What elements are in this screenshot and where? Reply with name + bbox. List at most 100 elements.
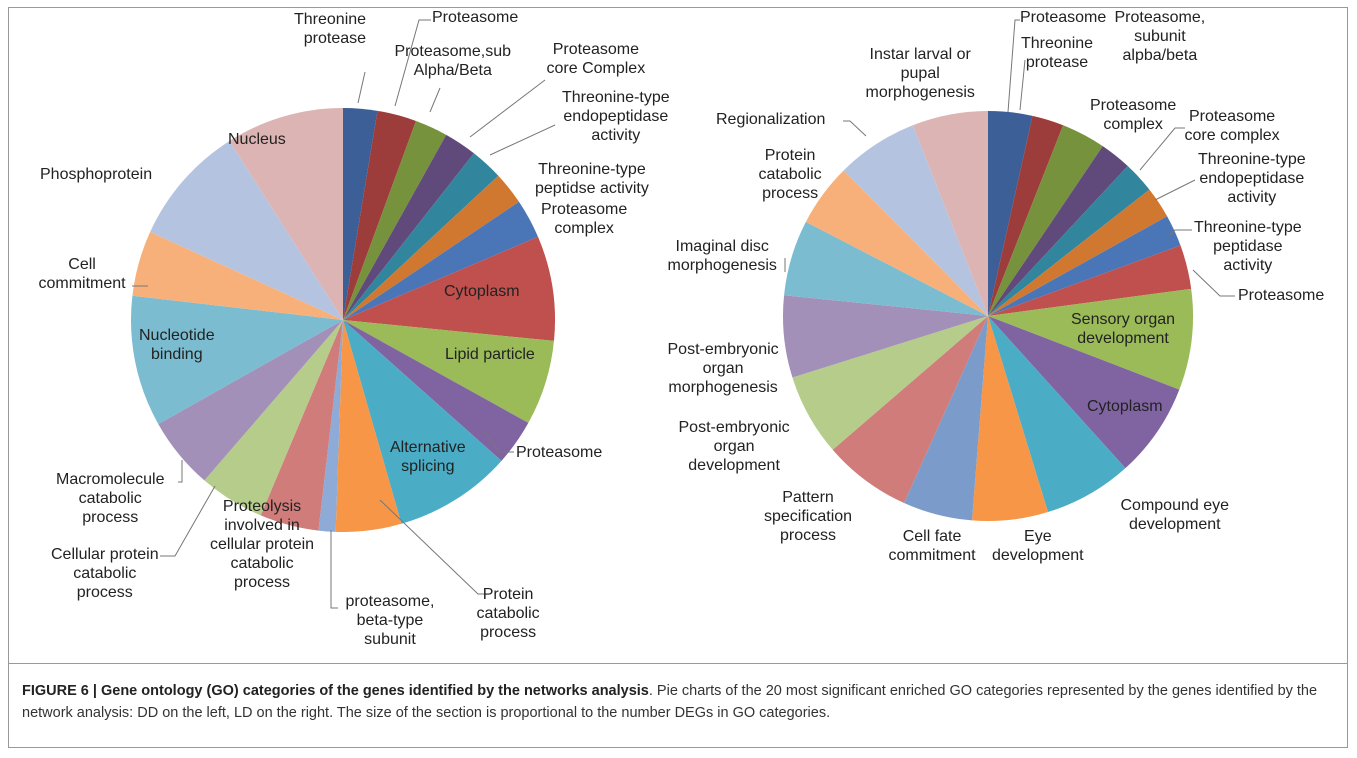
slice-label: Proteasome complex <box>1090 97 1177 133</box>
pie-slice <box>343 201 538 320</box>
pie-slice <box>988 245 1192 316</box>
slice-label: Proteasome <box>1238 287 1325 304</box>
slice-label: Protein catabolic process <box>476 586 540 641</box>
slice-label: Macromolecule catabolic process <box>56 471 165 526</box>
leader-line <box>1019 59 1026 111</box>
pie-slice <box>971 316 1048 521</box>
slice-label: Nucleotide binding <box>139 327 215 363</box>
pie-slice <box>988 216 1181 316</box>
caption: FIGURE 6 | Gene ontology (GO) categories… <box>22 680 1332 724</box>
slice-label: Proteasome <box>516 444 603 461</box>
slice-label: Cell fate commitment <box>888 528 976 564</box>
slice-label: Cytoplasm <box>444 283 520 300</box>
leader-line <box>379 499 488 595</box>
leader-line <box>483 431 514 453</box>
slice-label: Pattern specification process <box>764 489 853 544</box>
pie-slice <box>158 320 343 481</box>
pie-slice <box>343 134 474 320</box>
pie-slice <box>988 166 1150 316</box>
slice-label: Proteasome complex <box>541 201 628 237</box>
slice-label: Lipid particle <box>445 346 535 363</box>
slice-label: Protein catabolic process <box>758 147 822 202</box>
leader-line <box>429 87 441 113</box>
slice-label: Proteasome <box>432 9 519 26</box>
pie-slice <box>204 320 343 516</box>
pie-slice <box>343 320 529 461</box>
divider <box>8 663 1348 664</box>
caption-text: . Pie charts of the 20 most significant … <box>22 683 1318 721</box>
slice-label: Threonine-type endopeptidase activity <box>1198 151 1306 206</box>
slice-label: Cytoplasm <box>1087 398 1163 415</box>
slice-label: proteasome, beta-type subunit <box>345 593 435 648</box>
pie-slice <box>988 189 1168 316</box>
slice-label: Cellular protein catabolic process <box>51 546 159 601</box>
pie-slice <box>988 111 1033 316</box>
pie-slice <box>131 295 343 425</box>
pie-slice <box>343 108 378 320</box>
leader-line <box>357 71 366 104</box>
leader-line <box>330 530 338 609</box>
pie-slice <box>843 125 988 317</box>
pie-slice <box>343 120 447 320</box>
leader-line <box>178 460 183 483</box>
leader-line <box>1169 229 1192 236</box>
pie-slice <box>783 295 988 378</box>
slice-label: Threonine-type peptidse activity <box>535 161 649 197</box>
pie-slice <box>132 231 343 320</box>
slice-label: Eye development <box>992 528 1084 564</box>
slice-label: Post-embryonic organ morphogenesis <box>667 341 779 396</box>
pie-slice <box>318 320 343 532</box>
slice-label: Proteasome <box>1020 9 1107 26</box>
leader-line <box>160 485 216 557</box>
pie-slice <box>343 320 502 524</box>
leader-line <box>1139 127 1185 171</box>
pie-slice <box>805 170 988 316</box>
pie-slice <box>343 236 555 341</box>
pie-slice <box>988 316 1126 513</box>
slice-label: Imaginal disc morphogenesis <box>667 238 777 274</box>
slice-label: Instar larval or pupal morphogenesis <box>865 46 975 101</box>
pie-slice <box>988 146 1128 316</box>
pie-slice <box>343 320 554 423</box>
leader-line <box>489 124 556 156</box>
leader-line <box>469 79 546 138</box>
slice-label: Proteasome, subunit alpba/beta <box>1114 9 1206 64</box>
pie-slice <box>832 316 988 504</box>
slice-label: Compound eye development <box>1120 497 1230 533</box>
slice-label: Proteasome core complex <box>1184 108 1280 144</box>
pie-slice <box>343 110 416 320</box>
leader-line <box>843 120 867 137</box>
figure-frame <box>8 7 1348 748</box>
leader-line <box>1154 179 1196 201</box>
pie-slice <box>904 316 988 521</box>
pie-slice <box>343 153 499 320</box>
slice-label: Threonine-type endopeptidase activity <box>562 89 670 144</box>
slice-label: Proteolysis involved in cellular protein… <box>210 498 315 591</box>
pie-slice <box>988 316 1180 469</box>
slice-label: Post-embryonic organ development <box>678 419 790 474</box>
slice-label: Cell commitment <box>38 256 126 292</box>
slice-label: Regionalization <box>716 111 826 128</box>
slice-label: Proteasome core Complex <box>546 41 646 77</box>
chart <box>131 19 1235 609</box>
pie-slice <box>343 175 519 320</box>
slice-label: Nucleus <box>228 131 286 148</box>
leader-line <box>1007 19 1020 113</box>
pie-slice <box>988 115 1064 316</box>
pie-slice <box>912 111 988 316</box>
pie-slice <box>229 108 343 320</box>
slice-label: Threonine-type peptidase activity <box>1194 219 1302 274</box>
slice-label: Alternative splicing <box>390 439 466 475</box>
pie-slice <box>260 320 343 531</box>
slice-label: Proteasome,sub Alpha/Beta <box>394 43 512 79</box>
leader-line <box>394 19 431 107</box>
pie-slice <box>335 320 402 532</box>
slice-label: Sensory organ development <box>1071 311 1176 347</box>
pie-slice <box>792 316 988 450</box>
slice-label: Phosphoprotein <box>40 166 153 183</box>
caption-title: FIGURE 6 | Gene ontology (GO) categories… <box>22 683 649 699</box>
slice-label: Threonine protease <box>1021 35 1094 71</box>
pie-slice <box>988 125 1103 317</box>
slice-label: Threonine protease <box>294 11 367 47</box>
